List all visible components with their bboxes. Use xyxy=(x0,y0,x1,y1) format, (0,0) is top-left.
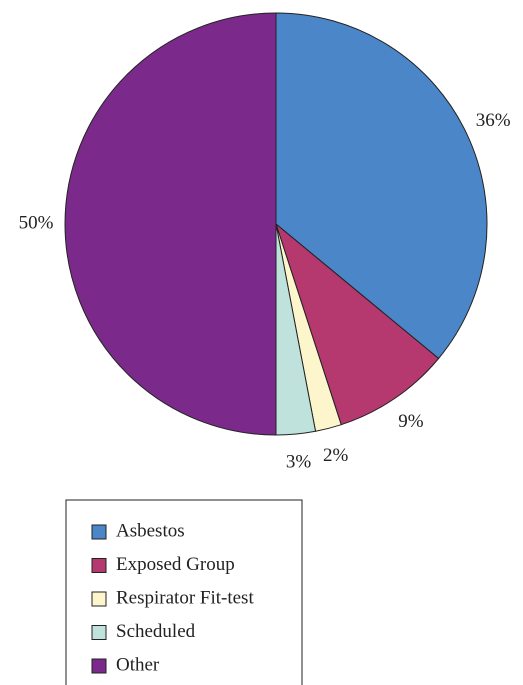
slice-label: 3% xyxy=(286,451,312,472)
legend-swatch xyxy=(91,524,107,540)
slice-label: 9% xyxy=(398,411,424,432)
pie-slice xyxy=(64,12,277,436)
legend-swatch xyxy=(91,625,107,640)
legend-label: Other xyxy=(116,654,160,675)
legend-swatch xyxy=(91,558,107,573)
legend-box xyxy=(65,499,303,685)
legend-swatch xyxy=(91,591,107,607)
pie-slice xyxy=(275,12,488,360)
slice-label: 2% xyxy=(323,445,349,466)
pie-slice xyxy=(274,222,440,426)
legend-label: Asbestos xyxy=(116,520,185,541)
legend-label: Exposed Group xyxy=(116,554,235,575)
slice-label: 50% xyxy=(19,212,54,233)
legend-swatch xyxy=(91,658,107,674)
legend-label: Respirator Fit-test xyxy=(116,587,254,608)
legend-label: Scheduled xyxy=(116,621,196,642)
slice-label: 36% xyxy=(476,110,511,131)
